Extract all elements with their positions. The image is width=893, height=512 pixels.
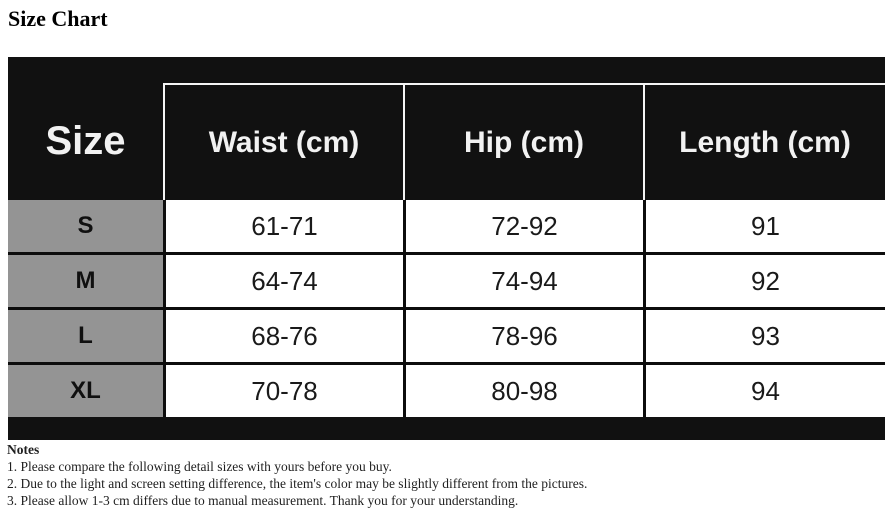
cell-m-size: M: [8, 255, 163, 307]
cell-s-length: 91: [646, 200, 885, 252]
cell-m-length: 92: [646, 255, 885, 307]
note-item-2: 2. Due to the light and screen setting d…: [7, 476, 588, 491]
cell-l-hip: 78-96: [406, 310, 643, 362]
cell-l-size: L: [8, 310, 163, 362]
cell-s-waist: 61-71: [166, 200, 403, 252]
header-cell-length: Length (cm): [643, 83, 885, 200]
cell-s-size: S: [8, 200, 163, 252]
cell-xl-hip: 80-98: [406, 365, 643, 417]
header-cell-waist: Waist (cm): [163, 83, 403, 200]
cell-xl-waist: 70-78: [166, 365, 403, 417]
page-title: Size Chart: [8, 6, 108, 31]
notes-section: Notes 1. Please compare the following de…: [7, 441, 887, 509]
cell-xl-size: XL: [8, 365, 163, 417]
cell-l-length: 93: [646, 310, 885, 362]
cell-s-hip: 72-92: [406, 200, 643, 252]
note-item-3: 3. Please allow 1-3 cm differs due to ma…: [7, 493, 519, 508]
cell-m-waist: 64-74: [166, 255, 403, 307]
table-header-row: Size Waist (cm) Hip (cm) Length (cm): [8, 83, 885, 200]
notes-heading: Notes: [7, 442, 40, 457]
cell-l-waist: 68-76: [166, 310, 403, 362]
note-item-1: 1. Please compare the following detail s…: [7, 459, 392, 474]
size-chart-table: Size Waist (cm) Hip (cm) Length (cm) S 6…: [8, 57, 885, 440]
table-top-strip: [8, 57, 885, 83]
table-body: S 61-71 72-92 91 M 64-74 74-94 92 L 68-7…: [8, 200, 885, 417]
cell-m-hip: 74-94: [406, 255, 643, 307]
header-cell-hip: Hip (cm): [403, 83, 643, 200]
cell-xl-length: 94: [646, 365, 885, 417]
header-cell-size: Size: [8, 83, 163, 200]
